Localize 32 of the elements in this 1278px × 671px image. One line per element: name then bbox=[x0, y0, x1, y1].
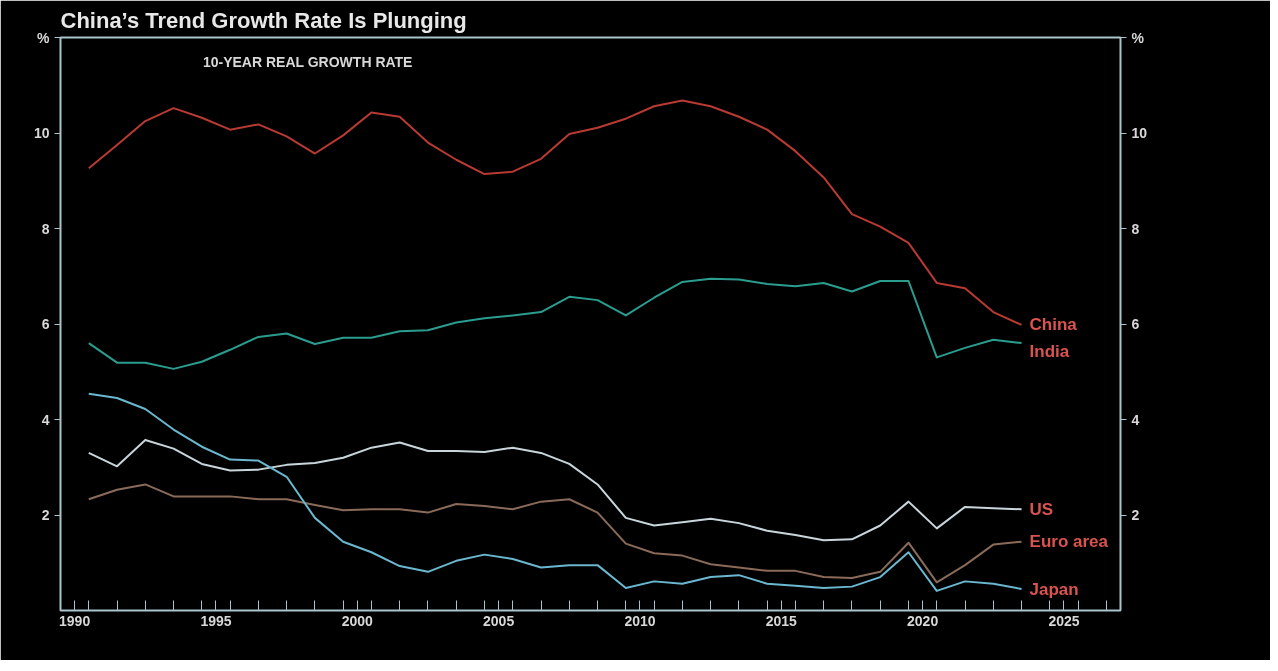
y2-tick-label: 8 bbox=[1131, 220, 1140, 237]
x-tick-label: 1995 bbox=[200, 612, 232, 629]
y-tick-label: 2 bbox=[41, 507, 50, 523]
series-label: US bbox=[1029, 499, 1054, 519]
line-series bbox=[87, 392, 1023, 592]
line-series bbox=[87, 439, 1023, 542]
series-label: India bbox=[1029, 341, 1070, 361]
line-series bbox=[87, 99, 1023, 326]
series-label: Euro area bbox=[1029, 532, 1109, 552]
x-tick-label: 2000 bbox=[341, 612, 374, 629]
y-axis-title: % bbox=[37, 29, 51, 46]
y2-tick-label: 10 bbox=[1131, 125, 1148, 141]
y-tick-label: 10 bbox=[33, 125, 50, 141]
series-label: China bbox=[1029, 315, 1078, 335]
y-tick-label: 4 bbox=[41, 411, 50, 428]
text: 10-YEAR REAL GROWTH RATE bbox=[202, 53, 413, 70]
y2-tick-label: 2 bbox=[1131, 507, 1140, 523]
chart-title: China’s Trend Growth Rate Is Plunging bbox=[60, 7, 467, 33]
y-tick-label: 6 bbox=[41, 316, 50, 332]
x-tick-label: 1990 bbox=[59, 612, 91, 629]
x-tick-label: 2015 bbox=[765, 612, 798, 629]
y2-tick-label: 6 bbox=[1131, 316, 1140, 332]
y2-tick-label: 4 bbox=[1131, 411, 1140, 428]
x-tick-label: 2005 bbox=[483, 612, 515, 629]
y-tick-label: 8 bbox=[41, 220, 50, 237]
line-series bbox=[87, 483, 1023, 584]
line-series bbox=[87, 277, 1023, 370]
x-tick-label: 2025 bbox=[1048, 612, 1080, 629]
x-tick-label: 2020 bbox=[907, 612, 939, 629]
series-label: Japan bbox=[1029, 579, 1079, 599]
y2-axis-title: % bbox=[1131, 29, 1145, 46]
x-tick-label: 2010 bbox=[624, 612, 656, 629]
